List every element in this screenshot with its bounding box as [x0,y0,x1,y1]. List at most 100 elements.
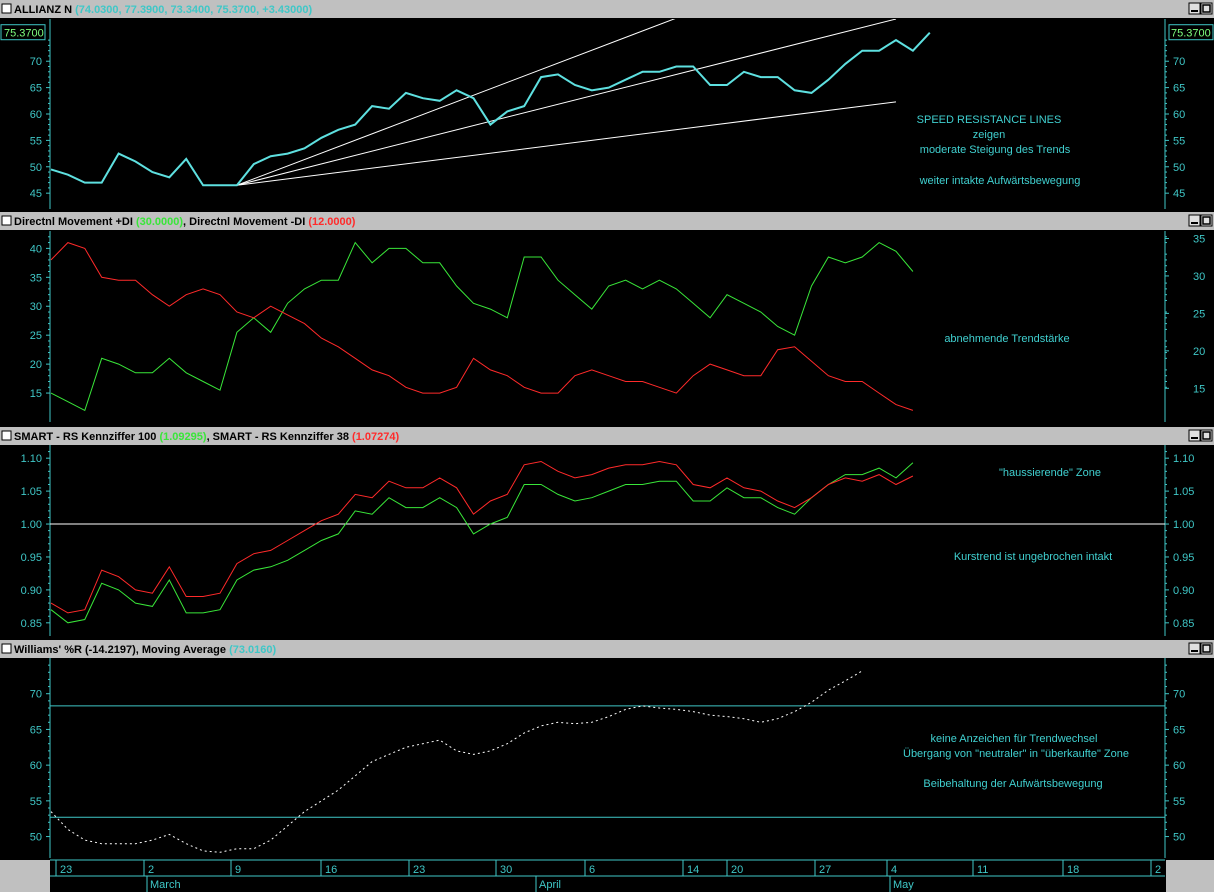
maximize-icon-glyph [1202,216,1211,225]
panel-1-title-part-3: (12.0000) [308,216,355,228]
x-axis-day-label: 27 [819,864,831,876]
panel-3-right-tick-label: 60 [1173,760,1185,772]
x-axis-day-label: 2 [148,864,154,876]
panel-2-title-bar [0,427,1214,445]
smart-red-line [50,460,914,614]
annotation-trend-strength: abnehmende Trendstärke [944,333,1069,345]
maximize-icon[interactable] [1200,429,1213,442]
panel-1-title-bar [0,212,1214,230]
last-value-box-left [0,24,46,41]
x-axis-day-label: 2 [1155,864,1161,876]
checkbox-icon[interactable] [1,643,12,654]
panel-2-right-tick-label: 0.85 [1173,618,1194,630]
speed-resistance-line-0 [236,19,676,186]
panel-3-right-tick-label: 65 [1173,724,1185,736]
annotation-williams-2: Übergang von "neutraler" in "überkaufte"… [903,748,1129,760]
annotation-speed-lines-2: zeigen [973,129,1005,141]
maximize-icon-glyph [1202,431,1211,440]
x-axis-day-label: 23 [60,864,72,876]
x-axis-day-label: 30 [500,864,512,876]
panel-1-right-tick-label: 35 [1193,233,1205,245]
x-axis-day-label: 23 [413,864,425,876]
x-axis-day-label: 6 [589,864,595,876]
panel-1-left-tick-label: 30 [30,301,42,313]
annotation-williams-1: keine Anzeichen für Trendwechsel [931,733,1098,745]
panel-3-title-part-3: (73.0160) [229,644,276,656]
panel-2-left-tick-label: 1.05 [21,486,42,498]
panel-0-right-tick-label: 60 [1173,109,1185,121]
panel-3-title-part-0: Williams' %R [14,644,85,656]
panel-3-left-tick-label: 70 [30,689,42,701]
x-axis-day-label: 4 [891,864,897,876]
x-axis-day-label: 16 [325,864,337,876]
minimize-icon[interactable] [1188,429,1201,442]
checkbox-icon[interactable] [1,215,12,226]
panel-3-title-part-2: , Moving Average [136,644,229,656]
panel-0-title-part-0: ALLIANZ N [14,4,75,16]
checkbox-icon[interactable] [1,3,12,14]
panel-3-right-tick-label: 55 [1173,796,1185,808]
x-axis-day-label: 11 [977,864,988,876]
panel-2-right-tick-label: 0.90 [1173,585,1194,597]
x-axis-day-label: 9 [235,864,241,876]
panel-3-title-bar [0,640,1214,658]
panel-1-title-part-2: , Directnl Movement -DI [183,216,308,228]
x-axis-corner-right [1166,860,1214,892]
panel-0-left-tick-label: 60 [30,109,42,121]
panel-2-left-tick-label: 1.00 [21,519,42,531]
panel-0-left-tick-label: 70 [30,56,42,68]
x-axis-day-label: 14 [687,864,699,876]
panel-2-right-tick-label: 1.00 [1173,519,1194,531]
maximize-icon[interactable] [1200,214,1213,227]
speed-resistance-line-2 [236,101,897,186]
panel-0-title-part-1: (74.0300, 77.3900, 73.3400, 75.3700, +3.… [75,4,312,16]
annotation-speed-lines-4: weiter intakte Aufwärtsbewegung [919,175,1081,187]
panel-1-right-tick-label: 25 [1193,308,1205,320]
panel-0-right-tick-label: 50 [1173,162,1185,174]
panel-0-right-tick-label: 55 [1173,135,1185,147]
panel-0-left-tick-label: 50 [30,162,42,174]
panel-3-left-tick-label: 50 [30,832,42,844]
panel-1-left-tick-label: 20 [30,359,42,371]
panel-2-title-part-1: (1.09295) [159,431,206,443]
panel-3-left-tick-label: 65 [30,724,42,736]
minimize-icon[interactable] [1188,2,1201,15]
panel-0-right-tick-label: 45 [1173,188,1185,200]
panel-3-left-tick-label: 55 [30,796,42,808]
panel-2-left-tick-label: 0.85 [21,618,42,630]
maximize-icon-glyph [1202,4,1211,13]
panel-1-right-tick-label: 20 [1193,346,1205,358]
williams-moving-average-line [50,670,863,853]
x-axis-day-label: 20 [731,864,743,876]
panel-1-title-part-0: Directnl Movement +DI [14,216,136,228]
checkbox-icon[interactable] [1,430,12,441]
maximize-icon[interactable] [1200,642,1213,655]
dmi-red-line [50,242,914,411]
panel-2-title-part-0: SMART - RS Kennziffer 100 [14,431,159,443]
annotation-bullish-zone: "haussierende" Zone [999,467,1101,479]
panel-1-right-tick-label: 15 [1193,383,1205,395]
panel-2-title-part-2: , SMART - RS Kennziffer 38 [207,431,352,443]
panel-2-right-tick-label: 1.10 [1173,453,1194,465]
annotation-trend-intact: Kurstrend ist ungebrochen intakt [954,551,1112,563]
minimize-icon[interactable] [1188,214,1201,227]
maximize-icon[interactable] [1200,2,1213,15]
panel-2-left-tick-label: 1.10 [21,453,42,465]
minimize-icon[interactable] [1188,642,1201,655]
panel-0-right-tick-label: 65 [1173,83,1185,95]
panel-0-title: ALLIANZ N (74.0300, 77.3900, 73.3400, 75… [14,4,312,16]
dmi-green-line [50,241,914,412]
panel-2-title: SMART - RS Kennziffer 100 (1.09295), SMA… [14,431,399,443]
last-value-label-left: 75.3700 [4,28,44,40]
x-axis-day-label: 18 [1067,864,1079,876]
panel-1-right-tick-label: 30 [1193,271,1205,283]
annotation-williams-3: Beibehaltung der Aufwärtsbewegung [923,778,1102,790]
smart-green-line [50,462,914,624]
panel-2-left-tick-label: 0.95 [21,552,42,564]
panel-3-left-tick-label: 60 [30,760,42,772]
panel-0-left-tick-label: 65 [30,83,42,95]
x-axis-month-label: April [539,879,561,891]
last-value-box-right [1168,24,1214,41]
panel-3-right-tick-label: 70 [1173,689,1185,701]
